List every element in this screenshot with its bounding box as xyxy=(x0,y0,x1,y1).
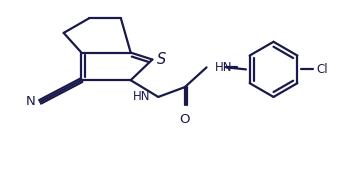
Text: Cl: Cl xyxy=(317,63,329,76)
Text: S: S xyxy=(157,52,166,67)
Text: O: O xyxy=(180,113,190,126)
Text: HN: HN xyxy=(214,61,232,74)
Text: N: N xyxy=(25,95,35,108)
Text: HN: HN xyxy=(133,91,150,103)
